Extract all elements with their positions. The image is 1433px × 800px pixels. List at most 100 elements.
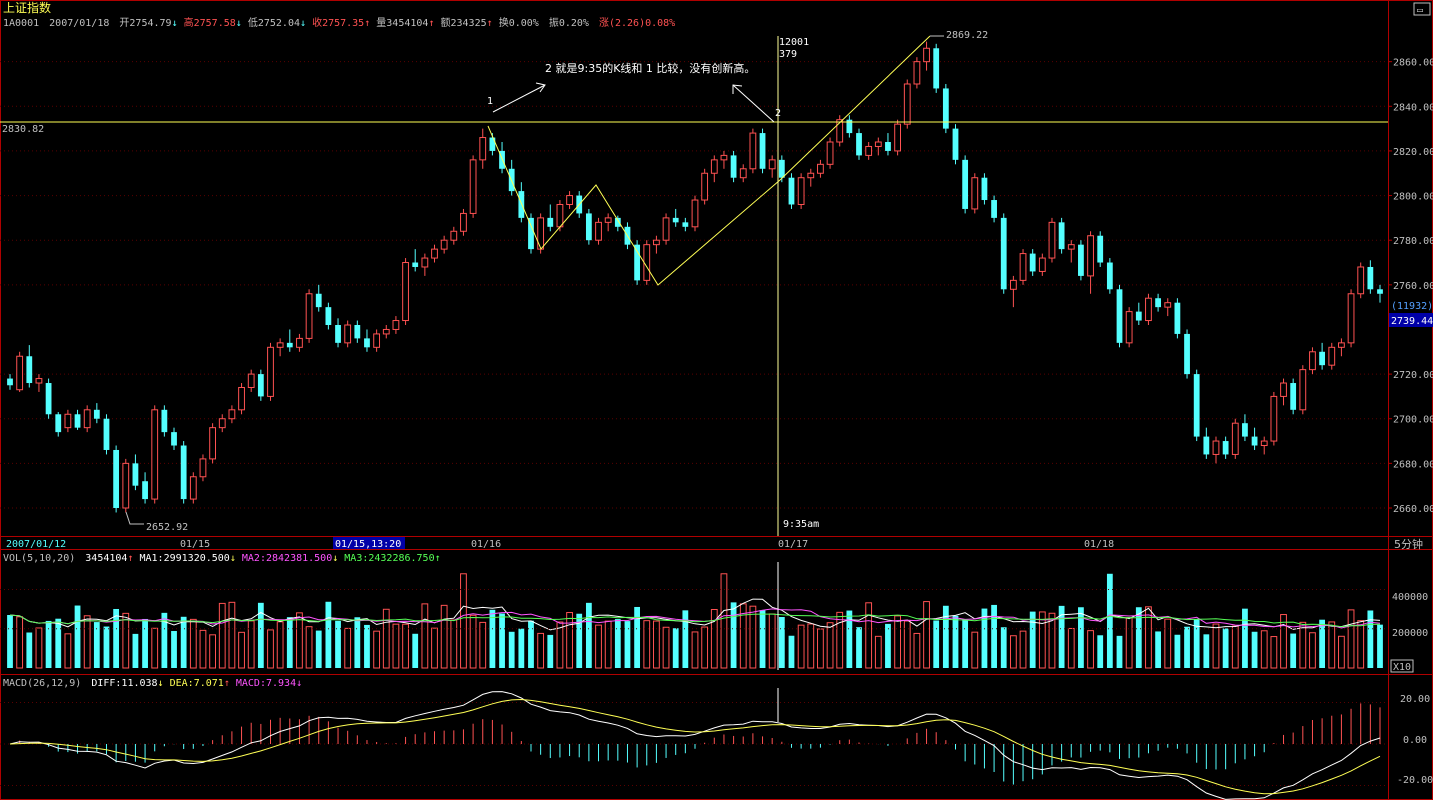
candle bbox=[826, 137, 834, 169]
volume-bar bbox=[238, 631, 245, 669]
candle-body bbox=[489, 137, 496, 151]
amplitude-value: 0.20% bbox=[559, 18, 589, 29]
candle-body bbox=[797, 177, 805, 205]
macd-value: 7.934 bbox=[266, 678, 296, 689]
candle-body bbox=[171, 432, 177, 446]
volume-label: 量 bbox=[376, 17, 386, 29]
cursor-top-value-1: 12001 bbox=[779, 37, 809, 48]
volume-bar bbox=[1135, 607, 1142, 668]
volume-bar bbox=[364, 624, 370, 668]
candle-body bbox=[1106, 262, 1113, 290]
amount-label: 额 bbox=[441, 16, 451, 29]
candle-body bbox=[720, 154, 728, 161]
candle-body bbox=[373, 333, 381, 348]
up-arrow: ↑ bbox=[428, 18, 434, 29]
candle bbox=[1270, 391, 1278, 446]
volume-bar bbox=[846, 610, 853, 668]
candle-body bbox=[528, 217, 534, 250]
candle-body bbox=[247, 373, 255, 388]
volume-bar bbox=[171, 631, 177, 668]
volume-bar bbox=[1048, 612, 1056, 669]
volume-bar bbox=[817, 628, 824, 669]
volume-bar bbox=[373, 630, 381, 669]
volume-bar bbox=[218, 602, 226, 669]
macd-tick-20: 20.00 bbox=[1400, 694, 1430, 705]
candle-body bbox=[161, 409, 168, 433]
volume-bar bbox=[151, 627, 159, 669]
candle bbox=[768, 155, 776, 178]
candle-body bbox=[83, 409, 91, 429]
volume-bar bbox=[691, 631, 699, 669]
candle-body bbox=[643, 244, 651, 281]
candle-body bbox=[1116, 289, 1123, 343]
price-tick-label: 2660.00 bbox=[1393, 504, 1433, 515]
candle bbox=[923, 41, 930, 71]
candle bbox=[469, 155, 477, 218]
candle-body bbox=[305, 293, 313, 339]
candle-body bbox=[421, 257, 429, 268]
volume-bar bbox=[142, 618, 148, 668]
ma1-label: MA1: bbox=[140, 553, 164, 564]
candle-body bbox=[653, 239, 660, 246]
candle bbox=[1280, 378, 1287, 406]
date: 2007/01/18 bbox=[49, 18, 109, 29]
candle-body bbox=[469, 159, 477, 214]
candle-body bbox=[16, 355, 24, 391]
volume-bar bbox=[189, 618, 197, 669]
low-label: 低 bbox=[248, 16, 258, 29]
cursor-value-bg bbox=[1389, 313, 1433, 327]
volume-bar bbox=[305, 626, 313, 669]
volume-bar bbox=[382, 608, 390, 669]
candle bbox=[1367, 260, 1374, 294]
candle-body bbox=[151, 409, 159, 500]
up-arrow: ↑ bbox=[127, 553, 133, 564]
candle bbox=[874, 137, 882, 156]
candle-body bbox=[1270, 395, 1278, 442]
cursor-count-badge: (11932) bbox=[1391, 301, 1433, 312]
candle-body bbox=[1135, 311, 1142, 321]
volume-bar bbox=[701, 626, 709, 669]
candle bbox=[701, 168, 709, 205]
macd-title: MACD(26,12,9) bbox=[3, 678, 81, 689]
candle bbox=[846, 115, 853, 138]
low-marker-leader bbox=[125, 511, 144, 525]
volume-bar bbox=[672, 628, 679, 668]
quote-header: 1A0001 2007/01/18 开2754.79↓ 高2757.58↓ 低2… bbox=[3, 16, 675, 29]
volume-bar bbox=[1357, 620, 1365, 669]
volume-bar bbox=[209, 634, 217, 669]
volume-bar bbox=[537, 632, 545, 669]
volume-bar bbox=[1087, 630, 1094, 669]
candle-body bbox=[142, 481, 148, 500]
candle-body bbox=[942, 88, 949, 129]
candle bbox=[1338, 338, 1345, 357]
volume-bar bbox=[1299, 621, 1307, 669]
candle-body bbox=[93, 409, 100, 419]
period-label[interactable]: 5分钟 bbox=[1394, 537, 1423, 551]
volume-bar bbox=[643, 620, 651, 669]
candle bbox=[739, 164, 747, 183]
candle bbox=[595, 217, 602, 245]
candle bbox=[797, 173, 805, 209]
candle-body bbox=[315, 293, 322, 308]
scroll-handle[interactable] bbox=[1413, 2, 1431, 16]
candle-body bbox=[335, 325, 341, 343]
candle bbox=[1319, 342, 1326, 370]
volume-value: 3454104 bbox=[386, 18, 428, 29]
candle-body bbox=[1048, 221, 1056, 259]
volume-bar bbox=[392, 623, 400, 669]
candle bbox=[1155, 293, 1161, 312]
candle bbox=[479, 128, 487, 169]
volume-bar bbox=[1067, 627, 1075, 669]
candle bbox=[865, 142, 873, 160]
candle bbox=[653, 235, 660, 254]
volume-bar bbox=[489, 609, 496, 668]
volume-bar bbox=[1231, 625, 1239, 669]
candle-body bbox=[296, 337, 303, 348]
time-highlight-label: 01/15,13:20 bbox=[335, 539, 401, 550]
time-highlight-bg[interactable] bbox=[333, 537, 405, 549]
cursor-time-label: 9:35am bbox=[783, 519, 819, 530]
volume-bar bbox=[1203, 634, 1210, 668]
candle bbox=[1125, 307, 1133, 348]
price-tick-label: 2860.00 bbox=[1393, 58, 1433, 69]
